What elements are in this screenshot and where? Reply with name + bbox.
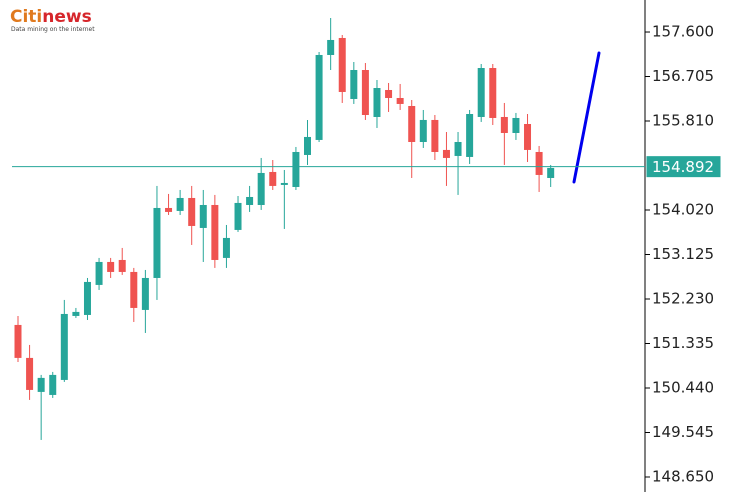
candle-body <box>535 151 543 175</box>
candle-body <box>280 182 288 185</box>
candle-body <box>431 119 439 152</box>
last-price-box <box>645 155 722 179</box>
trend-line <box>572 51 601 184</box>
y-tick-label: 156.705 <box>652 67 714 85</box>
candle-body <box>396 97 404 104</box>
candle-body <box>547 167 555 178</box>
candle-body <box>246 196 254 205</box>
candle-body <box>72 311 80 316</box>
candle-body <box>408 105 416 142</box>
candle-body <box>14 324 22 358</box>
candle-body <box>222 237 230 258</box>
candle-body <box>419 119 427 142</box>
candle-body <box>141 277 149 310</box>
candle-body <box>454 141 462 156</box>
candle-body <box>315 54 323 140</box>
candle-body <box>95 261 103 285</box>
y-tick-label: 150.440 <box>652 378 714 396</box>
candle-body <box>292 151 300 187</box>
candle-body <box>373 87 381 117</box>
candle-body <box>466 114 474 157</box>
candle-body <box>118 259 126 272</box>
candle-body <box>165 207 173 212</box>
candle-body <box>500 116 508 133</box>
candle-body <box>188 197 196 226</box>
logo: Citinews <box>10 7 92 27</box>
candle-body <box>107 261 115 272</box>
y-tick-label: 157.600 <box>652 23 714 41</box>
candle-body <box>269 171 277 186</box>
y-tick-label: 152.230 <box>652 289 714 307</box>
candle-body <box>512 117 520 133</box>
y-tick-label: 151.335 <box>652 334 714 352</box>
candle-body <box>385 89 393 98</box>
candle-body <box>477 68 485 117</box>
y-tick-label: 149.545 <box>652 423 714 441</box>
y-tick-label: 154.020 <box>652 201 714 219</box>
candle-body <box>60 313 68 380</box>
candle-body <box>350 70 358 99</box>
candle-body <box>489 68 497 118</box>
last-price-label: 154.892 <box>652 158 714 176</box>
candle-body <box>211 204 219 260</box>
y-tick-label: 155.810 <box>652 112 714 130</box>
candle-body <box>176 197 184 211</box>
candle-body <box>37 377 45 392</box>
candle-body <box>524 123 532 150</box>
candle-body <box>361 70 369 115</box>
candle-body <box>327 39 335 55</box>
candle-body <box>130 271 138 308</box>
candle-body <box>257 172 265 205</box>
candle-body <box>338 37 346 92</box>
candle-body <box>442 149 450 158</box>
y-tick-label: 153.125 <box>652 245 714 263</box>
candle-body <box>153 207 161 278</box>
candle-body <box>83 281 91 315</box>
candle-body <box>26 357 34 390</box>
logo-part2: news <box>42 7 91 27</box>
logo-part1: Citi <box>10 7 42 27</box>
candle-body <box>199 204 207 228</box>
candle-body <box>304 136 311 155</box>
logo-tagline: Data mining on the internet <box>11 26 95 33</box>
y-tick-label: 148.650 <box>652 467 714 485</box>
candle-body <box>49 374 57 395</box>
candle-body <box>234 202 242 230</box>
